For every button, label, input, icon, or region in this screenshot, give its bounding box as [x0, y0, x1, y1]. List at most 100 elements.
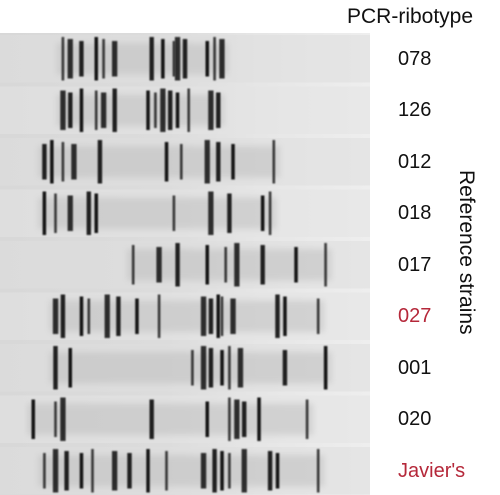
gel-band — [216, 142, 221, 182]
gel-band — [234, 243, 240, 287]
gel-band — [260, 195, 265, 231]
gel-band — [230, 298, 236, 334]
gel-band — [42, 144, 47, 180]
gel-band — [182, 39, 188, 79]
gel-band — [60, 397, 66, 441]
lane-smear — [49, 352, 332, 384]
gel-band — [67, 195, 73, 231]
lane-smear — [56, 94, 225, 126]
gel-band — [91, 449, 94, 493]
gel-band — [323, 346, 328, 390]
gel-band — [71, 144, 77, 180]
lane-5 — [0, 292, 370, 340]
gel-band — [60, 294, 66, 338]
gel-band — [282, 350, 288, 386]
gel-band — [175, 243, 180, 287]
gel-band — [112, 451, 118, 491]
gel-band — [149, 37, 154, 81]
gel-band — [200, 346, 207, 390]
gel-band — [168, 90, 173, 130]
gel-band — [146, 90, 150, 130]
gel-band — [212, 449, 217, 493]
gel-band — [228, 397, 231, 441]
gel-band — [272, 140, 276, 184]
lane-6 — [0, 344, 370, 392]
lane-label-5: 027 — [398, 305, 432, 328]
gel-band — [208, 298, 214, 334]
gel-band — [172, 195, 176, 231]
gel-band — [79, 88, 84, 132]
lane-1 — [0, 86, 370, 134]
gel-band — [208, 348, 214, 388]
gel-band — [216, 294, 220, 338]
gel-band — [257, 397, 261, 441]
gel-band — [161, 39, 165, 79]
lane-label-4: 017 — [398, 253, 432, 276]
gel-band — [102, 39, 105, 79]
gel-band — [174, 37, 181, 81]
gel-band — [241, 449, 247, 493]
gel-band — [68, 348, 72, 388]
gel-band — [68, 92, 73, 128]
gel-band — [316, 298, 320, 334]
gel-band — [172, 41, 176, 77]
gel-band — [64, 451, 69, 491]
gel-band — [234, 399, 240, 439]
gel-band — [275, 294, 280, 338]
gel-band — [131, 245, 135, 285]
lane-7 — [0, 395, 370, 443]
gel-band — [146, 449, 150, 493]
gel-band — [227, 193, 232, 233]
gel-band — [224, 247, 227, 283]
gel-band — [316, 449, 320, 493]
gel-band — [43, 453, 46, 489]
gel-band — [54, 401, 57, 437]
gel-band — [191, 350, 194, 386]
gel-band — [127, 453, 132, 489]
gel-band — [220, 296, 224, 336]
gel-band — [104, 294, 110, 338]
gel-band — [205, 245, 209, 285]
gel-band — [79, 296, 84, 336]
gel-band — [267, 451, 273, 491]
gel-band — [116, 296, 121, 336]
gel-band — [101, 92, 107, 128]
gel-band — [156, 247, 162, 283]
gel-band — [160, 88, 166, 132]
gel-band — [204, 140, 210, 184]
gel-band — [216, 92, 221, 128]
lane-smear — [38, 197, 277, 229]
gel-band — [79, 41, 84, 77]
gel-band — [208, 90, 214, 130]
gel-band — [97, 140, 103, 184]
gel-band — [200, 453, 207, 489]
gel-band — [175, 92, 180, 128]
gel-band — [61, 142, 65, 182]
gel-band — [275, 453, 280, 489]
lane-smear — [56, 43, 229, 75]
lane-label-8: Javier's — [398, 459, 466, 482]
gel-band — [135, 298, 139, 334]
lane-label-2: 012 — [398, 150, 432, 173]
lane-0 — [0, 35, 370, 83]
lane-smear — [49, 300, 325, 332]
lane-smear — [27, 403, 314, 435]
lane-label-7: 020 — [398, 408, 432, 431]
gel-band — [324, 243, 327, 287]
gel-band — [31, 399, 35, 439]
gel-band — [208, 191, 214, 235]
gel-band — [220, 350, 224, 386]
lane-label-1: 126 — [398, 99, 432, 122]
gel-band — [220, 451, 224, 491]
gel-band — [283, 296, 287, 336]
gel-band — [237, 348, 244, 388]
reference-strains-label: Reference strains — [455, 170, 478, 335]
gel-band — [52, 298, 59, 334]
gel-band — [53, 346, 58, 390]
gel-band — [112, 88, 117, 132]
gel-band — [60, 90, 66, 130]
gel-band — [149, 399, 154, 439]
gel-band — [180, 144, 183, 180]
gel-band — [205, 401, 209, 437]
gel-band — [157, 294, 161, 338]
